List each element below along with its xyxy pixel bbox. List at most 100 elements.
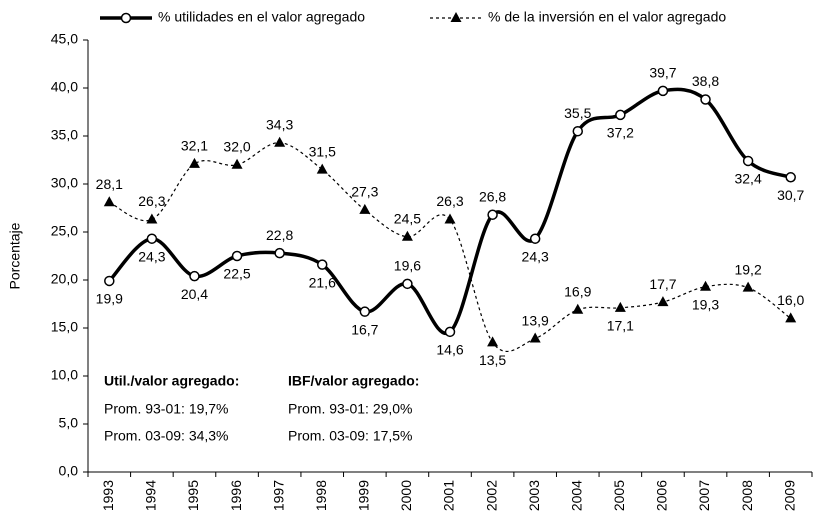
data-label: 19,2: [734, 261, 761, 277]
data-label: 19,6: [394, 258, 421, 274]
marker: [529, 332, 541, 343]
data-label: 32,1: [181, 138, 208, 154]
x-tick-label: 2008: [739, 480, 755, 511]
data-label: 13,5: [479, 352, 506, 368]
marker: [189, 270, 200, 282]
y-tick-label: 15,0: [51, 319, 78, 335]
marker: [231, 158, 243, 169]
data-label: 26,3: [436, 193, 463, 209]
y-tick-label: 30,0: [51, 175, 78, 191]
marker: [742, 281, 754, 292]
data-label: 22,8: [266, 227, 293, 243]
x-tick-label: 2009: [781, 480, 797, 511]
data-label: 24,5: [394, 211, 421, 227]
x-tick-label: 2001: [441, 480, 457, 511]
marker: [487, 209, 498, 220]
x-tick-label: 1995: [185, 480, 201, 511]
marker: [785, 312, 797, 323]
y-tick-label: 25,0: [51, 223, 78, 239]
data-label: 24,3: [522, 248, 549, 264]
x-tick-label: 2004: [568, 480, 584, 511]
marker: [657, 85, 669, 97]
x-tick-label: 1999: [356, 480, 372, 511]
marker: [444, 213, 456, 224]
x-tick-label: 1993: [100, 480, 116, 511]
marker: [401, 230, 413, 241]
data-label: 32,0: [223, 139, 250, 155]
annotation: Prom. 03-09: 34,3%: [104, 428, 229, 444]
marker: [274, 247, 285, 259]
data-label: 28,1: [96, 176, 123, 192]
x-tick-label: 2006: [654, 480, 670, 511]
marker: [450, 12, 462, 22]
marker: [274, 136, 286, 147]
data-label: 26,8: [479, 188, 506, 204]
marker: [614, 301, 626, 312]
marker: [487, 336, 499, 347]
marker: [146, 213, 158, 224]
y-tick-label: 10,0: [51, 367, 78, 383]
x-tick-label: 1998: [313, 480, 329, 511]
marker: [742, 155, 754, 167]
data-label: 19,9: [96, 291, 123, 307]
marker: [529, 233, 541, 244]
marker: [146, 233, 158, 244]
series-line: [109, 142, 792, 352]
marker: [657, 296, 669, 307]
data-label: 13,9: [522, 312, 549, 328]
x-tick-label: 2007: [696, 480, 712, 511]
data-label: 17,1: [607, 318, 634, 334]
annotation: IBF/valor agregado:: [288, 373, 419, 389]
marker: [444, 326, 456, 338]
y-tick-label: 0,0: [59, 463, 79, 479]
y-axis-label: Porcentaje: [7, 222, 23, 289]
annotation: Util./valor agregado:: [104, 373, 239, 389]
marker: [615, 109, 626, 121]
x-tick-label: 1994: [143, 480, 159, 511]
marker: [316, 163, 328, 174]
y-tick-label: 20,0: [51, 271, 78, 287]
data-label: 16,9: [564, 283, 591, 299]
marker: [359, 306, 371, 317]
marker: [231, 250, 243, 262]
marker: [700, 280, 712, 291]
data-label: 37,2: [607, 125, 634, 141]
data-label: 21,6: [309, 274, 336, 290]
y-tick-label: 45,0: [51, 31, 78, 47]
annotation: Prom. 03-09: 17,5%: [288, 428, 413, 444]
data-label: 19,3: [692, 296, 719, 312]
marker: [316, 259, 328, 270]
series-line: [107, 87, 792, 336]
marker: [120, 12, 132, 24]
data-label: 17,7: [649, 276, 676, 292]
x-tick-label: 2002: [483, 480, 499, 511]
x-tick-label: 2005: [611, 480, 627, 511]
marker: [572, 125, 584, 137]
legend-label: % de la inversión en el valor agregado: [488, 9, 726, 25]
data-label: 27,3: [351, 184, 378, 200]
x-tick-label: 1997: [270, 480, 286, 511]
marker: [188, 157, 200, 168]
marker: [359, 203, 371, 214]
annotation: Prom. 93-01: 19,7%: [104, 401, 229, 417]
data-label: 26,3: [138, 193, 165, 209]
y-tick-label: 5,0: [59, 415, 79, 431]
marker: [103, 196, 115, 207]
legend-label: % utilidades en el valor agregado: [158, 9, 365, 25]
y-tick-label: 35,0: [51, 127, 78, 143]
data-label: 34,3: [266, 116, 293, 132]
marker: [700, 94, 711, 105]
data-label: 24,3: [138, 248, 165, 264]
data-label: 20,4: [181, 286, 208, 302]
annotation: Prom. 93-01: 29,0%: [288, 401, 413, 417]
y-tick-label: 40,0: [51, 79, 78, 95]
data-label: 16,0: [777, 292, 804, 308]
x-tick-label: 2003: [526, 480, 542, 511]
marker: [402, 278, 413, 290]
marker: [104, 275, 115, 287]
data-label: 38,8: [692, 73, 719, 89]
data-label: 16,7: [351, 321, 378, 337]
data-label: 35,5: [564, 105, 591, 121]
x-tick-label: 2000: [398, 480, 414, 511]
data-label: 14,6: [436, 342, 463, 358]
